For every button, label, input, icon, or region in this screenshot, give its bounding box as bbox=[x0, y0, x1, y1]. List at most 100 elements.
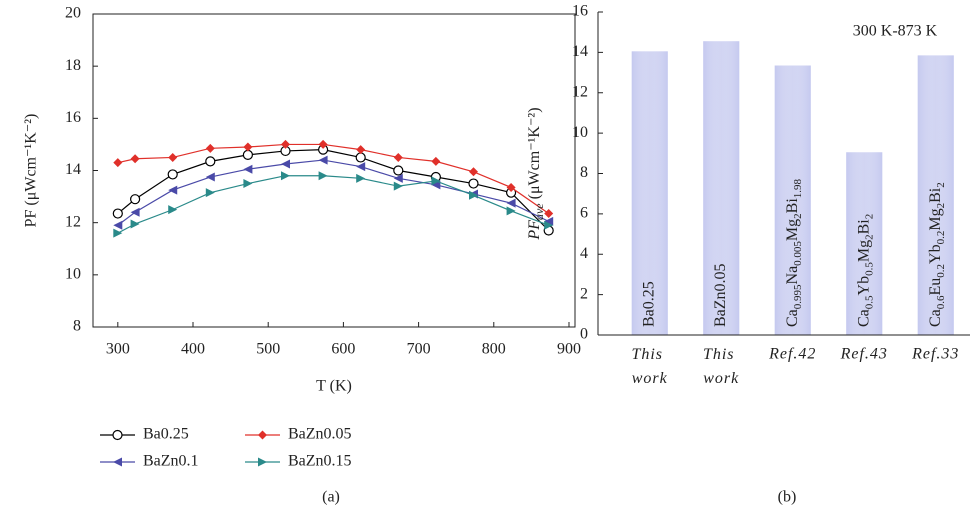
bar-label: Ca0.995Na0.005Mg2Bi1.98 bbox=[783, 178, 803, 327]
marker bbox=[130, 207, 140, 217]
y-tick-label: 14 bbox=[572, 43, 588, 60]
y-tick-label: 10 bbox=[572, 124, 588, 141]
marker bbox=[318, 139, 328, 149]
y-tick-label: 20 bbox=[65, 5, 81, 22]
marker bbox=[130, 154, 140, 164]
y-tick-label: 8 bbox=[73, 318, 81, 335]
y-tick-label: 0 bbox=[580, 326, 588, 343]
plot-frame bbox=[92, 13, 576, 328]
bar-shine bbox=[631, 51, 668, 335]
marker bbox=[393, 173, 403, 183]
bar-shine bbox=[703, 41, 740, 335]
bar-label: BaZn0.05 bbox=[712, 263, 729, 327]
x-tick-label: 300 bbox=[106, 341, 130, 358]
x-tick-label: Ref.43 bbox=[840, 346, 888, 363]
marker bbox=[258, 430, 267, 440]
marker bbox=[393, 165, 404, 176]
marker bbox=[356, 145, 366, 155]
marker bbox=[167, 169, 178, 180]
marker bbox=[112, 429, 123, 441]
marker bbox=[113, 228, 123, 238]
y-tick-label: 6 bbox=[580, 205, 588, 222]
marker bbox=[243, 179, 253, 189]
marker bbox=[468, 190, 478, 200]
series-line bbox=[117, 175, 549, 234]
series-line bbox=[117, 159, 549, 226]
marker bbox=[168, 205, 178, 215]
marker bbox=[431, 156, 441, 166]
y-axis-label: PFave (μWcm⁻¹K⁻²) bbox=[526, 107, 546, 240]
marker bbox=[544, 220, 554, 230]
x-tick-label: Ref.42 bbox=[768, 346, 816, 363]
marker bbox=[431, 176, 441, 186]
marker bbox=[431, 180, 441, 190]
y-tick-label: 12 bbox=[65, 213, 81, 230]
marker bbox=[506, 206, 516, 216]
marker bbox=[393, 152, 403, 162]
marker bbox=[113, 220, 123, 230]
marker bbox=[168, 185, 178, 195]
marker bbox=[113, 457, 122, 467]
bar-shine bbox=[846, 152, 883, 335]
series-line bbox=[117, 143, 550, 215]
annotation: 300 K-873 K bbox=[853, 23, 938, 40]
x-tick-label: This work bbox=[703, 346, 740, 387]
marker bbox=[280, 171, 290, 181]
marker bbox=[130, 194, 141, 205]
x-tick-label: This work bbox=[631, 346, 668, 387]
marker bbox=[205, 172, 215, 182]
y-tick-label: 8 bbox=[580, 164, 588, 181]
bar-label: Ca0.6Eu0.2Yb0.2Mg2Bi2 bbox=[926, 182, 946, 327]
marker bbox=[355, 152, 366, 163]
x-tick-label: 500 bbox=[256, 341, 280, 358]
marker bbox=[356, 173, 366, 183]
marker bbox=[318, 155, 328, 165]
x-axis-label: T (K) bbox=[316, 378, 352, 395]
marker bbox=[506, 182, 516, 192]
legend-label: BaZn0.05 bbox=[288, 426, 352, 443]
x-tick-label: 900 bbox=[557, 341, 581, 358]
y-tick-label: 12 bbox=[572, 83, 588, 100]
marker bbox=[205, 188, 215, 198]
panel-label: (a) bbox=[322, 489, 340, 506]
marker bbox=[356, 162, 366, 172]
legend-label: Ba0.25 bbox=[143, 426, 189, 443]
bar-shine bbox=[917, 55, 954, 335]
marker bbox=[318, 171, 328, 181]
x-tick-label: 800 bbox=[482, 341, 506, 358]
x-tick-label: 400 bbox=[181, 341, 205, 358]
y-tick-label: 16 bbox=[65, 109, 81, 126]
legend-label: BaZn0.1 bbox=[143, 453, 199, 470]
marker bbox=[544, 209, 554, 219]
bar-label: Ca0.5Yb0.5Mg2Bi2 bbox=[855, 214, 875, 327]
marker bbox=[468, 178, 479, 189]
y-tick-label: 10 bbox=[65, 266, 81, 283]
marker bbox=[113, 158, 123, 168]
marker bbox=[280, 159, 290, 169]
marker bbox=[205, 143, 215, 153]
legend-label: BaZn0.15 bbox=[288, 453, 352, 470]
marker bbox=[280, 139, 290, 149]
marker bbox=[258, 457, 267, 467]
marker bbox=[205, 156, 216, 167]
marker bbox=[242, 149, 254, 160]
marker bbox=[393, 181, 403, 191]
marker bbox=[506, 198, 516, 208]
marker bbox=[130, 219, 140, 229]
y-tick-label: 16 bbox=[572, 3, 588, 20]
panel-label: (b) bbox=[778, 489, 797, 506]
marker bbox=[112, 208, 123, 219]
y-tick-label: 14 bbox=[65, 161, 81, 178]
bar-shine bbox=[774, 65, 811, 335]
marker bbox=[468, 167, 478, 177]
y-tick-label: 2 bbox=[580, 285, 588, 302]
y-tick-label: 18 bbox=[65, 57, 81, 74]
x-tick-label: 600 bbox=[331, 341, 355, 358]
x-tick-label: Ref.33 bbox=[911, 346, 959, 363]
bar-label: Ba0.25 bbox=[640, 281, 657, 327]
marker bbox=[243, 164, 253, 174]
y-axis-label: PF (μWcm⁻¹K⁻²) bbox=[23, 114, 40, 228]
marker bbox=[243, 142, 253, 152]
marker bbox=[168, 152, 178, 162]
